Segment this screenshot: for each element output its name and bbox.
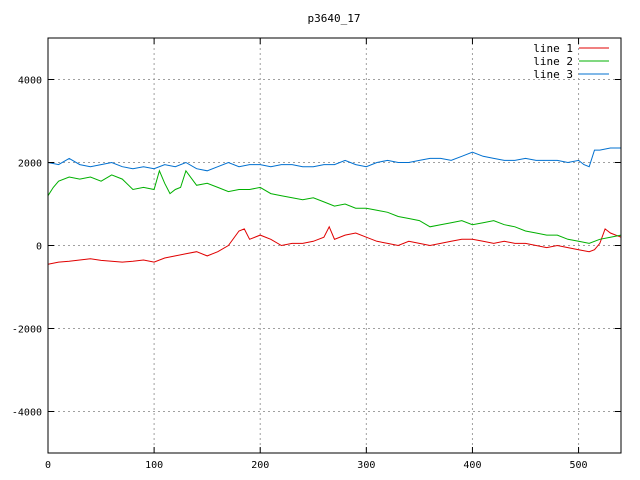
chart-title: p3640_17 bbox=[308, 12, 361, 25]
series-line-2 bbox=[47, 169, 622, 244]
series-layer bbox=[47, 147, 622, 265]
x-tick-label: 200 bbox=[251, 460, 269, 471]
y-tick-label: 2000 bbox=[18, 159, 42, 170]
x-tick-label: 300 bbox=[357, 460, 375, 471]
y-tick-label: -4000 bbox=[12, 408, 42, 419]
x-tick-label: 400 bbox=[463, 460, 481, 471]
series-line-1 bbox=[47, 225, 622, 265]
x-tick-label: 0 bbox=[45, 460, 51, 471]
grid-lines bbox=[48, 38, 621, 453]
y-tick-label: 4000 bbox=[18, 76, 42, 87]
legend-label-3: line 3 bbox=[533, 68, 573, 81]
legend-label-1: line 1 bbox=[533, 42, 573, 55]
x-tick-label: 500 bbox=[570, 460, 588, 471]
y-tick-label: 0 bbox=[36, 242, 42, 253]
series-line-3 bbox=[47, 147, 621, 172]
axis-ticks: 0 100 200 300 400 500 -4000 -2000 0 2000 4000 bbox=[12, 38, 621, 471]
y-tick-label: -2000 bbox=[12, 325, 42, 336]
x-tick-label: 100 bbox=[145, 460, 163, 471]
legend-label-2: line 2 bbox=[533, 55, 573, 68]
